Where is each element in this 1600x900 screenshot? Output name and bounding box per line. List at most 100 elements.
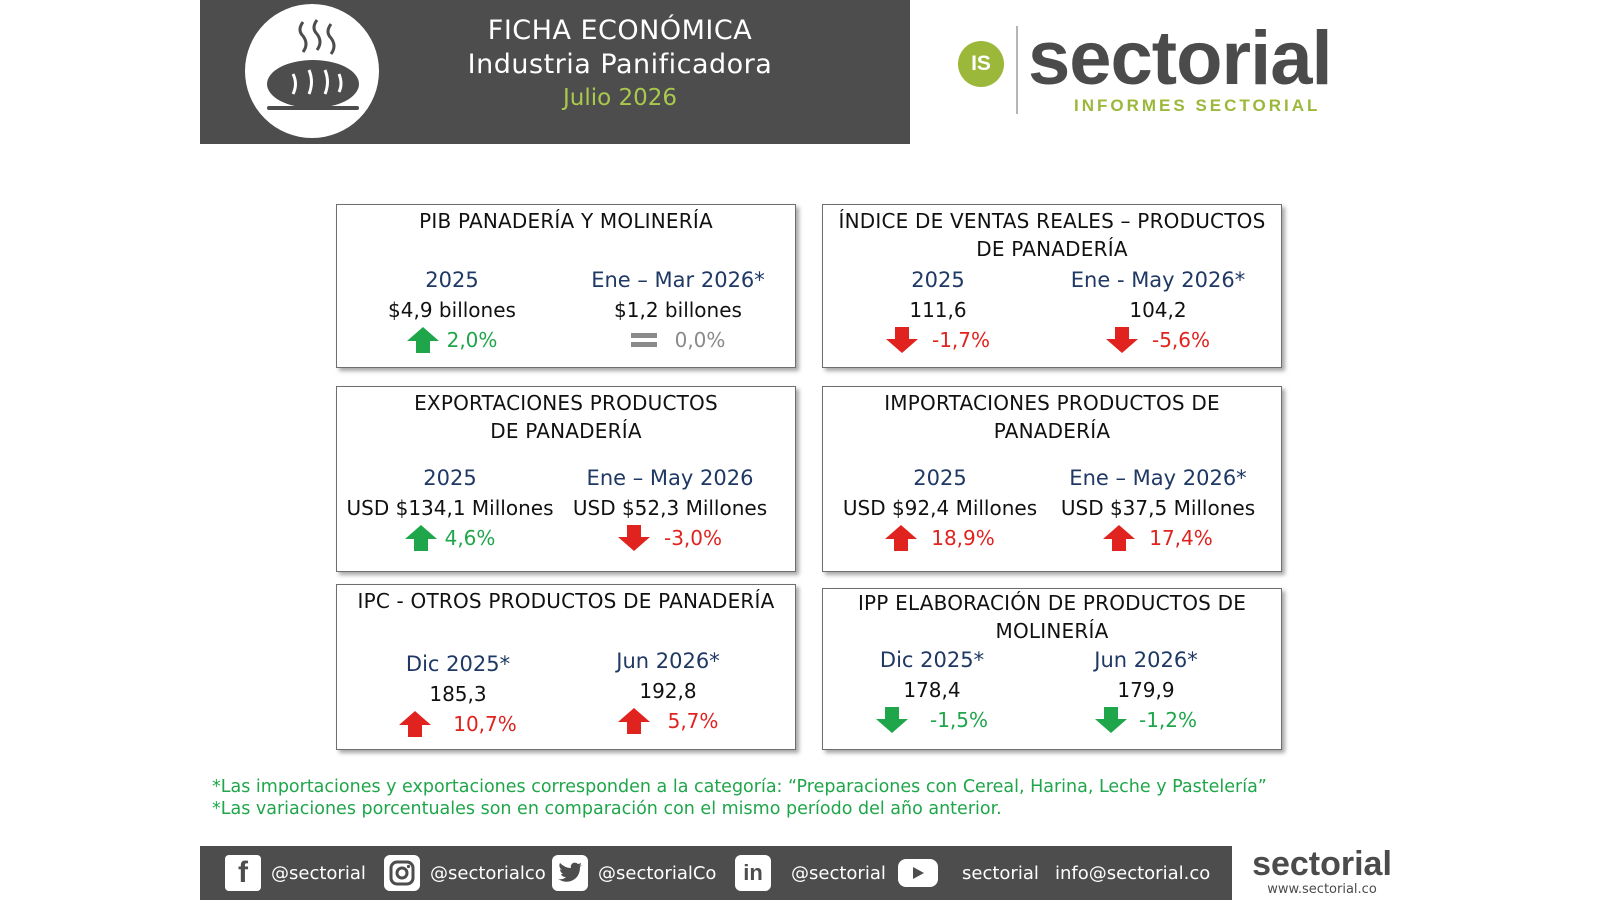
value-text: USD $134,1 Millones	[346, 496, 554, 520]
footnote-line: *Las variaciones porcentuales son en com…	[212, 799, 1002, 819]
variation: 17,4%	[1043, 523, 1273, 553]
card-col: 2025 USD $92,4 Millones 18,9%	[825, 463, 1055, 553]
card-exportaciones: EXPORTACIONES PRODUCTOS DE PANADERÍA 202…	[336, 386, 796, 572]
value-text: 178,4	[903, 678, 961, 702]
instagram-handle: @sectorialco	[430, 862, 546, 884]
arrow-up-icon	[1103, 525, 1136, 551]
logo-wordmark: sectorial	[1028, 16, 1333, 101]
value-text: 192,8	[639, 679, 697, 703]
variation-text: 18,9%	[931, 526, 995, 550]
arrow-down-icon	[885, 327, 918, 353]
card-title: IMPORTACIONES PRODUCTOS DE PANADERÍA	[884, 391, 1220, 443]
variation: -3,0%	[555, 523, 785, 553]
variation-text: 17,4%	[1149, 526, 1213, 550]
footer-logo-word: sectorial	[1252, 845, 1392, 883]
arrow-down-icon	[617, 525, 650, 551]
social-instagram[interactable]: @sectorialco	[384, 846, 546, 900]
arrow-up-icon	[399, 711, 432, 737]
contact-email[interactable]: info@sectorial.co	[1055, 846, 1210, 900]
linkedin-handle: @sectorial	[791, 862, 886, 884]
social-facebook[interactable]: f @sectorial	[225, 846, 366, 900]
period-label: Ene – May 2026*	[1069, 466, 1247, 490]
equal-icon	[630, 333, 657, 347]
value-text: $4,9 billones	[388, 298, 516, 322]
sectorial-logo[interactable]: IS sectorial INFORMES SECTORIAL	[958, 16, 1358, 122]
logo-subtitle: INFORMES SECTORIAL	[1074, 96, 1321, 115]
variation-text: -3,0%	[663, 526, 723, 550]
variation: -5,6%	[1043, 325, 1273, 355]
value-text: USD $92,4 Millones	[842, 496, 1038, 520]
period-label: 2025	[913, 466, 967, 490]
footer-logo-url: www.sectorial.co	[1267, 882, 1377, 897]
variation: -1,7%	[823, 325, 1053, 355]
instagram-icon	[384, 855, 420, 891]
youtube-handle: sectorial	[962, 862, 1039, 884]
card-col: Ene – May 2026 USD $52,3 Millones -3,0%	[555, 463, 785, 553]
logo-badge: IS	[958, 41, 1004, 87]
footer-logo[interactable]: sectorial www.sectorial.co	[1244, 846, 1400, 900]
footnote-line: *Las importaciones y exportaciones corre…	[212, 777, 1267, 797]
facebook-handle: @sectorial	[271, 862, 366, 884]
social-twitter[interactable]: @sectorialCo	[552, 846, 716, 900]
period-label: Jun 2026*	[1094, 648, 1198, 672]
variation-text: 5,7%	[667, 709, 719, 733]
value-text: USD $37,5 Millones	[1060, 496, 1256, 520]
page-date: Julio 2026	[562, 85, 678, 111]
variation-text: 2,0%	[446, 328, 498, 352]
card-pib: PIB PANADERÍA Y MOLINERÍA 2025 $4,9 bill…	[336, 204, 796, 368]
social-linkedin[interactable]: in @sectorial	[735, 846, 886, 900]
twitter-handle: @sectorialCo	[598, 862, 717, 884]
header-banner: FICHA ECONÓMICA Industria Panificadora J…	[200, 0, 910, 144]
card-col: Dic 2025* 178,4 -1,5%	[817, 645, 1047, 735]
period-label: Jun 2026*	[616, 649, 720, 673]
card-title: EXPORTACIONES PRODUCTOS DE PANADERÍA	[414, 391, 718, 443]
period-label: Ene – Mar 2026*	[591, 268, 765, 292]
value-text: 111,6	[909, 298, 967, 322]
arrow-down-icon	[1094, 707, 1127, 733]
linkedin-icon: in	[735, 855, 771, 891]
variation-text: -5,6%	[1151, 328, 1211, 352]
variation: -1,5%	[817, 705, 1047, 735]
arrow-down-icon	[875, 707, 908, 733]
period-label: Ene – May 2026	[586, 466, 754, 490]
card-col: Dic 2025* 185,3 10,7%	[343, 649, 573, 739]
variation: 2,0%	[337, 325, 567, 355]
card-col: 2025 USD $134,1 Millones 4,6%	[335, 463, 565, 553]
value-text: $1,2 billones	[614, 298, 742, 322]
card-title: IPP ELABORACIÓN DE PRODUCTOS DE MOLINERÍ…	[857, 591, 1247, 643]
variation-text: -1,5%	[929, 708, 989, 732]
period-label: 2025	[911, 268, 965, 292]
period-label: Dic 2025*	[879, 648, 985, 672]
variation: 18,9%	[825, 523, 1055, 553]
social-youtube[interactable]: sectorial	[898, 846, 1039, 900]
card-col: Ene - May 2026* 104,2 -5,6%	[1043, 265, 1273, 355]
footnotes: *Las importaciones y exportaciones corre…	[212, 776, 1267, 820]
variation: 4,6%	[335, 523, 565, 553]
period-label: Dic 2025*	[405, 652, 511, 676]
twitter-icon	[552, 855, 588, 891]
period-label: 2025	[423, 466, 477, 490]
arrow-down-icon	[1105, 327, 1138, 353]
card-col: 2025 $4,9 billones 2,0%	[337, 265, 567, 355]
variation-text: -1,2%	[1138, 708, 1198, 732]
variation: 10,7%	[343, 709, 573, 739]
period-label: 2025	[425, 268, 479, 292]
facebook-icon: f	[225, 855, 261, 891]
logo-divider	[1016, 26, 1018, 114]
card-importaciones: IMPORTACIONES PRODUCTOS DE PANADERÍA 202…	[822, 386, 1282, 572]
card-col: Ene – May 2026* USD $37,5 Millones 17,4%	[1043, 463, 1273, 553]
value-text: 179,9	[1117, 678, 1175, 702]
arrow-up-icon	[885, 525, 918, 551]
email-link[interactable]: info@sectorial.co	[1055, 862, 1211, 884]
value-text: 104,2	[1129, 298, 1187, 322]
bread-icon	[245, 4, 379, 138]
header-text: FICHA ECONÓMICA Industria Panificadora J…	[420, 14, 820, 114]
page-title: FICHA ECONÓMICA	[487, 15, 753, 46]
youtube-icon	[898, 859, 938, 887]
value-text: USD $52,3 Millones	[572, 496, 768, 520]
card-col: 2025 111,6 -1,7%	[823, 265, 1053, 355]
card-col: Jun 2026* 192,8 5,7%	[553, 646, 783, 736]
variation: 5,7%	[553, 706, 783, 736]
period-label: Ene - May 2026*	[1070, 268, 1246, 292]
variation-text: -1,7%	[931, 328, 991, 352]
